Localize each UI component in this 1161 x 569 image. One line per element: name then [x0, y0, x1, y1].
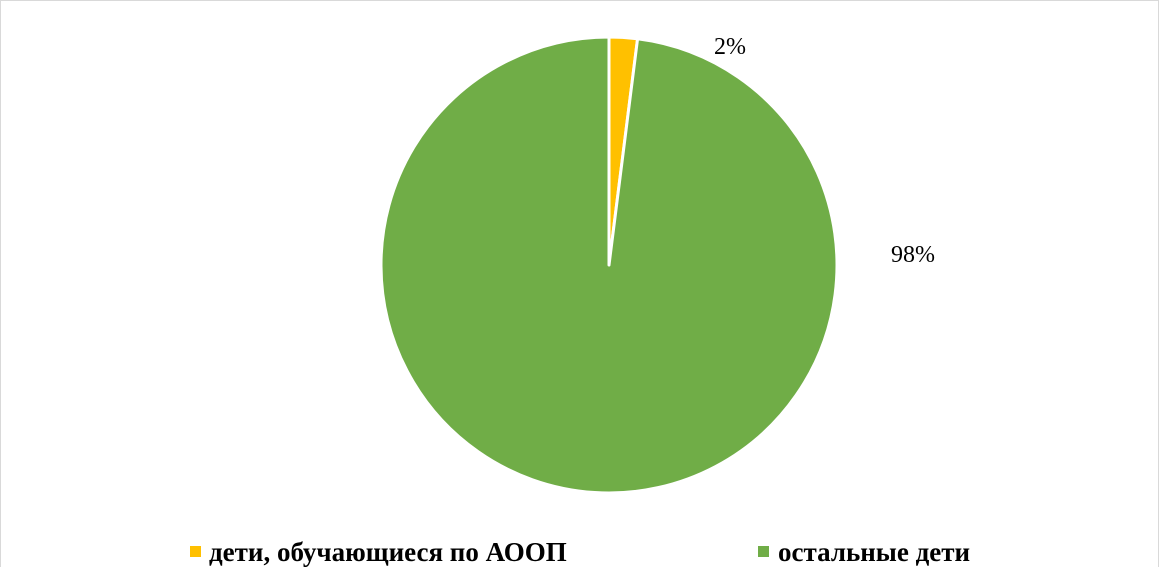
data-labels: 2% 98%	[714, 34, 935, 268]
legend-label-others: остальные дети	[778, 537, 970, 567]
pie-slice-others	[379, 35, 839, 495]
pie-slices	[379, 35, 839, 495]
legend: дети, обучающиеся по АООП остальные дети	[190, 537, 970, 567]
legend-swatch-aoop	[190, 546, 201, 557]
legend-label-aoop: дети, обучающиеся по АООП	[209, 537, 567, 567]
legend-swatch-others	[758, 546, 769, 557]
data-label-others: 98%	[891, 242, 935, 268]
data-label-aoop: 2%	[714, 34, 746, 60]
